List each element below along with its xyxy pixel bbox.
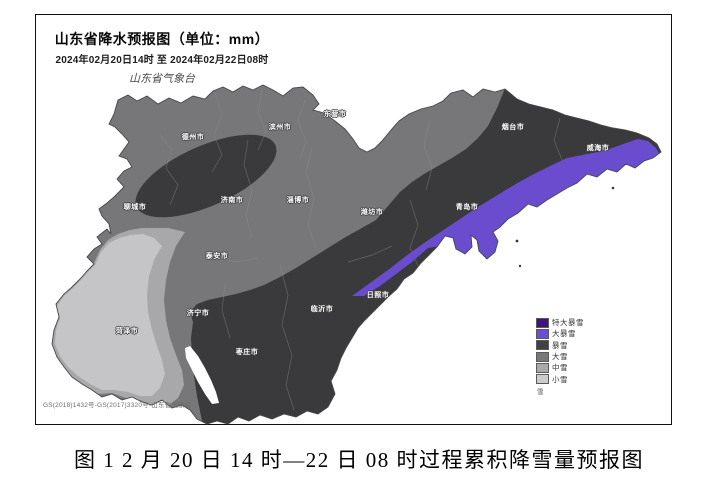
legend-item: 小雪 bbox=[536, 373, 584, 385]
legend-swatch bbox=[536, 317, 549, 328]
map-subtitle: 2024年02月20日14时 至 2024年02月22日08时 bbox=[55, 55, 269, 66]
province-outline bbox=[51, 84, 662, 425]
map-credit: GS(2018)1432号-GS(2017)3320号-山东省气象台 bbox=[43, 402, 192, 409]
light-snow-region bbox=[55, 234, 165, 396]
legend-label: 中雪 bbox=[552, 363, 568, 373]
figure-caption: 图 1 2 月 20 日 14 时—22 日 08 时过程累积降雪量预报图 bbox=[74, 448, 644, 472]
legend-footnote: 雪 bbox=[537, 389, 544, 396]
nansi-lake bbox=[185, 346, 219, 404]
legend-label: 大雪 bbox=[552, 352, 568, 362]
islands bbox=[515, 186, 615, 268]
legend-item: 大雪 bbox=[536, 351, 584, 362]
legend-swatch bbox=[536, 351, 549, 362]
legend-swatch bbox=[536, 340, 549, 351]
prefecture-borders bbox=[159, 89, 563, 411]
legend-swatch bbox=[536, 374, 549, 385]
legend-swatch bbox=[536, 362, 549, 373]
legend-label: 特大暴雪 bbox=[552, 318, 584, 328]
map-title: 山东省降水预报图（单位：mm） bbox=[54, 31, 270, 47]
legend: 特大暴雪 大暴雪 暴雪大雪 中雪 小雪 bbox=[536, 317, 584, 385]
legend-item: 暴雪 bbox=[536, 340, 584, 351]
map-agency: 山东省气象台 bbox=[129, 73, 195, 85]
legend-label: 暴雪 bbox=[552, 340, 568, 350]
legend-swatch bbox=[536, 328, 549, 339]
legend-label: 大暴雪 bbox=[552, 329, 576, 339]
legend-label: 小雪 bbox=[552, 374, 568, 384]
legend-item: 中雪 bbox=[536, 362, 584, 373]
blizzard-west-oval bbox=[135, 134, 277, 218]
legend-item: 大暴雪 bbox=[536, 328, 584, 339]
legend-item: 特大暴雪 bbox=[536, 317, 584, 328]
